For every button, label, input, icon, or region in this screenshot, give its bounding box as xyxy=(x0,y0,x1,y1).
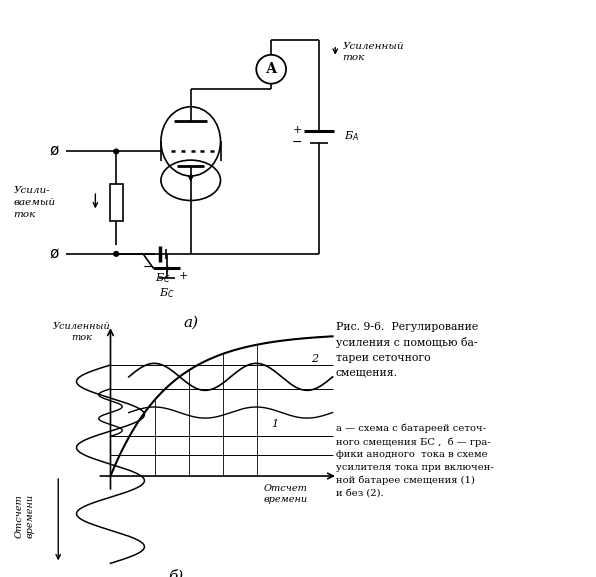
Text: Усиленный
ток: Усиленный ток xyxy=(53,322,111,342)
Text: а): а) xyxy=(183,316,198,330)
Text: Усиленный
ток: Усиленный ток xyxy=(343,42,404,62)
Text: а — схема с батареей сеточ-
ного смещения БС ,  б — гра-
фики анодного  тока в с: а — схема с батареей сеточ- ного смещени… xyxy=(336,424,493,497)
Text: Отсчет
времени: Отсчет времени xyxy=(263,484,308,504)
Text: +: + xyxy=(179,271,188,280)
Text: Б$_А$: Б$_А$ xyxy=(344,129,359,143)
Text: Б$_С$: Б$_С$ xyxy=(159,286,175,299)
Text: −: − xyxy=(292,136,303,148)
Text: А: А xyxy=(266,62,277,76)
Text: Рис. 9-6.  Регулирование
усиления с помощью ба-
тареи сеточного
смещения.: Рис. 9-6. Регулирование усиления с помощ… xyxy=(336,323,478,377)
Circle shape xyxy=(114,149,119,154)
Circle shape xyxy=(114,252,119,256)
Text: +: + xyxy=(163,264,172,274)
Text: ø: ø xyxy=(49,144,58,159)
Circle shape xyxy=(256,55,286,84)
Text: 1: 1 xyxy=(272,419,279,429)
Text: 2: 2 xyxy=(311,354,318,364)
Text: −: − xyxy=(155,264,164,274)
Text: б): б) xyxy=(168,569,184,577)
Text: −: − xyxy=(142,261,153,274)
Bar xyxy=(110,184,123,222)
Text: ø: ø xyxy=(49,246,58,261)
Text: +: + xyxy=(293,125,302,136)
Text: Усили-
ваемый
ток: Усили- ваемый ток xyxy=(13,186,55,219)
Text: Б$_С$: Б$_С$ xyxy=(156,272,171,285)
Text: Отсчет
времени: Отсчет времени xyxy=(14,494,35,538)
